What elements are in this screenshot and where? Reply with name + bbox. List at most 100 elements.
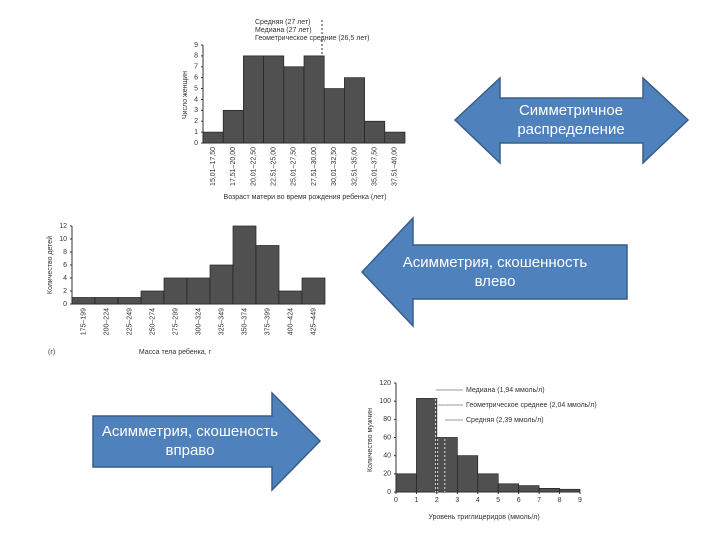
- bar: [71, 297, 96, 305]
- annotation: Медиана (1,94 ммоль/л): [466, 387, 545, 394]
- y-axis-label: Количество мужчин: [367, 408, 374, 472]
- y-tick-label: 5: [194, 85, 198, 92]
- y-tick-label: 3: [194, 107, 198, 114]
- y-tick-label: 2: [63, 288, 67, 295]
- bar: [278, 290, 303, 305]
- x-tick-label: 15,01–17,50: [210, 147, 217, 186]
- y-axis-label: Число женщин: [182, 71, 189, 119]
- bar: [303, 55, 325, 144]
- y-tick-label: 40: [383, 453, 391, 460]
- bar: [559, 488, 581, 493]
- y-tick-label: 10: [59, 236, 67, 243]
- arrow-text: Асимметрия, скошеность вправо: [102, 423, 278, 459]
- x-tick-label: 225–249: [126, 308, 133, 335]
- x-tick-label: 22,51–25,00: [271, 147, 278, 186]
- x-tick-label: 300–324: [195, 308, 202, 335]
- annotation: Геометрическое среднее (2,04 ммоль/л): [466, 402, 597, 409]
- x-tick-label: 32,51–35,00: [351, 147, 358, 186]
- right-arrow: [92, 391, 322, 492]
- y-tick-label: 2: [194, 118, 198, 125]
- x-tick-label: 9: [578, 497, 582, 504]
- y-tick-label: 4: [194, 96, 198, 103]
- bar: [186, 277, 211, 305]
- bar: [243, 55, 264, 144]
- y-tick-label: 80: [383, 416, 391, 423]
- y-tick-label: 8: [194, 53, 198, 60]
- axis-note: (г): [48, 349, 55, 356]
- y-tick-label: 7: [194, 64, 198, 71]
- y-tick-label: 12: [59, 223, 67, 230]
- x-axis-label: Возраст матери во время рождения ребенка…: [224, 193, 387, 201]
- bar: [323, 88, 345, 144]
- bar: [283, 66, 305, 144]
- x-tick-label: 3: [455, 497, 459, 504]
- double-arrow: [453, 76, 690, 165]
- bar: [395, 473, 417, 493]
- y-tick-label: 6: [63, 262, 67, 269]
- y-tick-label: 0: [194, 140, 198, 147]
- bar: [344, 77, 365, 144]
- x-tick-label: 275–299: [172, 308, 179, 335]
- annotation: Геометрическое средние (26,5 лет): [255, 35, 370, 42]
- x-tick-label: 4: [476, 497, 480, 504]
- x-tick-label: 8: [558, 497, 562, 504]
- y-tick-label: 60: [383, 434, 391, 441]
- x-tick-label: 1: [414, 497, 418, 504]
- x-tick-label: 200–224: [103, 308, 110, 335]
- bar: [263, 55, 285, 144]
- bar: [518, 485, 540, 493]
- x-tick-label: 2: [435, 497, 439, 504]
- x-tick-label: 350–374: [241, 308, 248, 335]
- annotation: Медиана (27 лет): [255, 27, 312, 34]
- bar: [364, 120, 386, 144]
- bar: [477, 473, 499, 493]
- y-axis-label: Количество детей: [46, 236, 54, 294]
- y-tick-label: 0: [387, 489, 391, 496]
- y-tick-label: 20: [383, 471, 391, 478]
- y-tick-label: 6: [194, 75, 198, 82]
- x-tick-label: 25,01–27,50: [291, 147, 298, 186]
- bar: [456, 455, 479, 493]
- annotation: Средняя (2,39 ммоль/л): [466, 417, 544, 424]
- y-tick-label: 4: [63, 275, 67, 282]
- x-tick-label: 375–399: [264, 308, 271, 335]
- y-tick-label: 0: [63, 301, 67, 308]
- bar: [497, 483, 520, 493]
- x-tick-label: 0: [394, 497, 398, 504]
- annotation: Средняя (27 лет): [255, 19, 311, 26]
- y-tick-label: 100: [379, 398, 391, 405]
- bar: [538, 488, 560, 493]
- bar: [222, 109, 244, 144]
- x-axis-label: Масса тела ребенка, г: [139, 348, 212, 356]
- x-tick-label: 250–274: [149, 308, 156, 335]
- y-tick-label: 1: [194, 129, 198, 136]
- y-tick-label: 120: [379, 380, 391, 387]
- x-tick-label: 20,01–22,50: [250, 147, 257, 186]
- x-tick-label: 175–199: [80, 308, 87, 335]
- bar: [232, 225, 257, 305]
- bar: [117, 297, 142, 305]
- x-tick-label: 6: [517, 497, 521, 504]
- bar: [202, 131, 224, 144]
- bar: [209, 264, 234, 305]
- bar: [384, 131, 406, 144]
- x-tick-label: 27,51–30,00: [311, 147, 318, 186]
- x-tick-label: 30,01–32,50: [331, 147, 338, 186]
- left-arrow: [360, 216, 628, 328]
- bar: [94, 297, 119, 305]
- bar: [416, 398, 438, 493]
- x-tick-label: 5: [496, 497, 500, 504]
- x-tick-label: 400–424: [287, 308, 294, 335]
- bar: [140, 290, 165, 305]
- bar: [255, 245, 280, 305]
- bar: [301, 277, 326, 305]
- x-tick-label: 425–449: [310, 308, 317, 335]
- x-tick-label: 7: [537, 497, 541, 504]
- x-axis-label: Уровень триглицеридов (ммоль/л): [428, 514, 539, 521]
- x-tick-label: 37,51–40,00: [392, 147, 399, 186]
- y-tick-label: 8: [63, 249, 67, 256]
- x-tick-label: 17,51–20,00: [230, 147, 237, 186]
- y-tick-label: 9: [194, 42, 198, 49]
- bar: [436, 437, 458, 493]
